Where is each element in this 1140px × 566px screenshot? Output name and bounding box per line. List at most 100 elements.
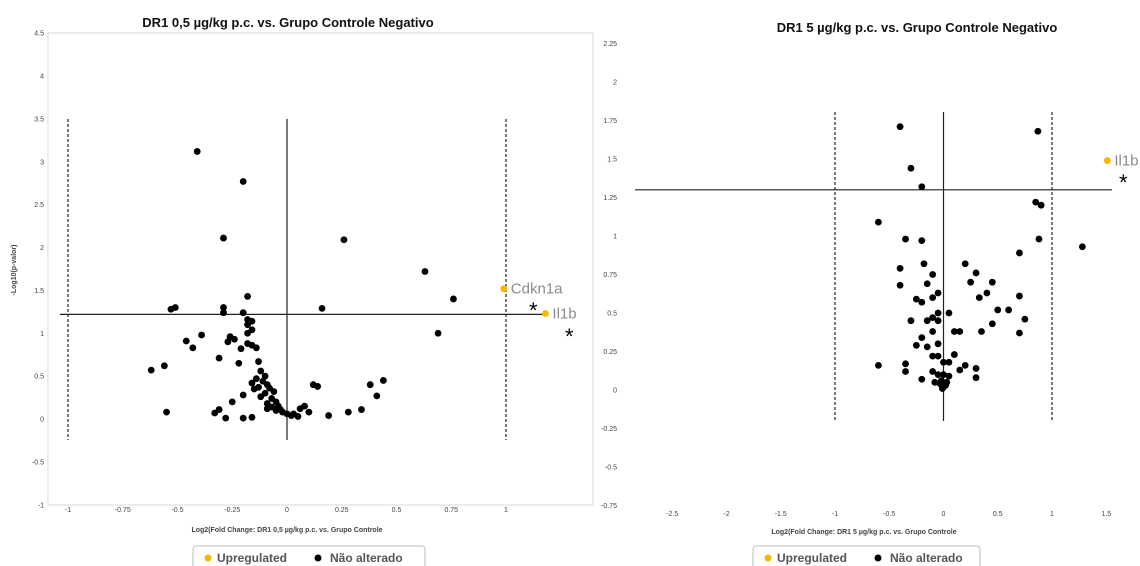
not-altered-point xyxy=(929,271,936,278)
not-altered-point xyxy=(939,385,946,392)
not-altered-point xyxy=(935,353,942,360)
not-altered-point xyxy=(249,380,256,387)
not-altered-point xyxy=(240,392,247,399)
not-altered-point xyxy=(306,409,313,416)
y-tick-label: 3.5 xyxy=(34,116,44,123)
not-altered-point xyxy=(902,360,909,367)
not-altered-point xyxy=(216,355,223,362)
not-altered-point xyxy=(908,165,915,172)
legend: Upregulated Não alterado xyxy=(193,546,425,566)
x-tick-label: -1 xyxy=(65,507,71,514)
y-axis-ticks: -0.75-0.5-0.2500.250.50.7511.251.51.7522… xyxy=(601,41,617,510)
x-tick-label: -2 xyxy=(723,511,729,518)
not-altered-point xyxy=(918,237,925,244)
not-altered-point xyxy=(1036,236,1043,243)
volcano-plot-dr1-5: DR1 5 µg/kg p.c. vs. Grupo Controle Nega… xyxy=(601,20,1138,566)
not-altered-point xyxy=(946,373,953,380)
y-tick-label: -0.5 xyxy=(605,465,617,472)
not-altered-point xyxy=(194,148,201,155)
y-tick-label: 4.5 xyxy=(34,31,44,38)
not-altered-point xyxy=(946,310,953,317)
not-altered-point xyxy=(373,392,380,399)
not-altered-point xyxy=(935,290,942,297)
not-altered-point xyxy=(897,265,904,272)
x-tick-label: 1.5 xyxy=(1101,511,1111,518)
not-altered-point xyxy=(216,406,223,413)
not-altered-point xyxy=(978,328,985,335)
chart-title: DR1 0,5 µg/kg p.c. vs. Grupo Controle Ne… xyxy=(142,15,433,30)
y-tick-label: 0.5 xyxy=(607,311,617,318)
y-tick-label: 1.5 xyxy=(34,288,44,295)
not-altered-point xyxy=(229,398,236,405)
not-altered-point xyxy=(358,406,365,413)
not-altered-point xyxy=(1021,316,1028,323)
x-tick-label: 0 xyxy=(942,511,946,518)
y-tick-label: 0 xyxy=(40,417,44,424)
not-altered-points xyxy=(148,148,457,421)
legend-upregulated-marker xyxy=(765,555,772,562)
not-altered-point xyxy=(251,386,258,393)
not-altered-point xyxy=(994,307,1001,314)
not-altered-point xyxy=(962,260,969,267)
x-tick-label: 0.5 xyxy=(392,507,402,514)
not-altered-point xyxy=(257,393,264,400)
not-altered-point xyxy=(902,236,909,243)
reference-lines xyxy=(60,119,546,440)
volcano-plot-dr1-0-5: DR1 0,5 µg/kg p.c. vs. Grupo Controle Ne… xyxy=(11,15,593,566)
y-tick-label: -0.25 xyxy=(601,426,617,433)
y-tick-label: -0.5 xyxy=(32,459,44,466)
not-altered-point xyxy=(341,236,348,243)
not-altered-point xyxy=(951,328,958,335)
legend-not-altered-label: Não alterado xyxy=(890,551,963,565)
gene-label: Il1b xyxy=(1114,153,1138,170)
y-tick-label: 4 xyxy=(40,74,44,81)
not-altered-point xyxy=(163,409,170,416)
legend-upregulated-label: Upregulated xyxy=(777,551,847,565)
not-altered-point xyxy=(244,293,251,300)
not-altered-point xyxy=(984,290,991,297)
not-altered-point xyxy=(956,367,963,374)
not-altered-point xyxy=(935,317,942,324)
y-tick-label: 1.25 xyxy=(603,195,617,202)
not-altered-point xyxy=(189,344,196,351)
not-altered-point xyxy=(161,362,168,369)
not-altered-point xyxy=(943,379,950,386)
x-tick-label: -1 xyxy=(832,511,838,518)
not-altered-point xyxy=(435,330,442,337)
y-tick-label: -1 xyxy=(38,502,44,509)
legend-upregulated-marker xyxy=(205,555,212,562)
x-tick-label: 1 xyxy=(504,507,508,514)
upregulated-point xyxy=(542,310,549,317)
x-tick-label: 1 xyxy=(1050,511,1054,518)
plot-area-frame xyxy=(48,33,593,505)
not-altered-point xyxy=(238,345,245,352)
not-altered-point xyxy=(240,309,247,316)
not-altered-point xyxy=(148,367,155,374)
x-tick-label: 0.75 xyxy=(444,507,458,514)
y-tick-label: 1.5 xyxy=(607,157,617,164)
not-altered-point xyxy=(240,178,247,185)
not-altered-point xyxy=(875,362,882,369)
not-altered-point xyxy=(422,268,429,275)
not-altered-point xyxy=(924,317,931,324)
not-altered-point xyxy=(924,280,931,287)
y-axis-label: -Log10(p-valor) xyxy=(11,245,18,296)
not-altered-point xyxy=(1016,330,1023,337)
x-tick-label: -0.75 xyxy=(115,507,131,514)
significance-asterisk-il1b: * xyxy=(1119,170,1128,195)
not-altered-point xyxy=(946,359,953,366)
not-altered-point xyxy=(270,388,277,395)
upregulated-points: Cdkn1a Il1b xyxy=(500,281,576,323)
legend-not-altered-marker xyxy=(315,555,322,562)
not-altered-point xyxy=(973,270,980,277)
not-altered-point xyxy=(913,342,920,349)
y-tick-label: 1.75 xyxy=(603,118,617,125)
gene-label: Cdkn1a xyxy=(511,281,563,298)
x-axis-label: Log2(Fold Change: DR1 5 µg/kg p.c. vs. G… xyxy=(771,529,956,536)
gene-label: Il1b xyxy=(552,306,576,323)
x-tick-label: -0.25 xyxy=(224,507,240,514)
not-altered-point xyxy=(325,412,332,419)
y-tick-label: 2 xyxy=(40,245,44,252)
y-axis-ticks: -1 -0.5 0 0.5 1 1.5 2 2.5 3 3.5 4 4.5 xyxy=(32,31,44,510)
not-altered-point xyxy=(935,310,942,317)
